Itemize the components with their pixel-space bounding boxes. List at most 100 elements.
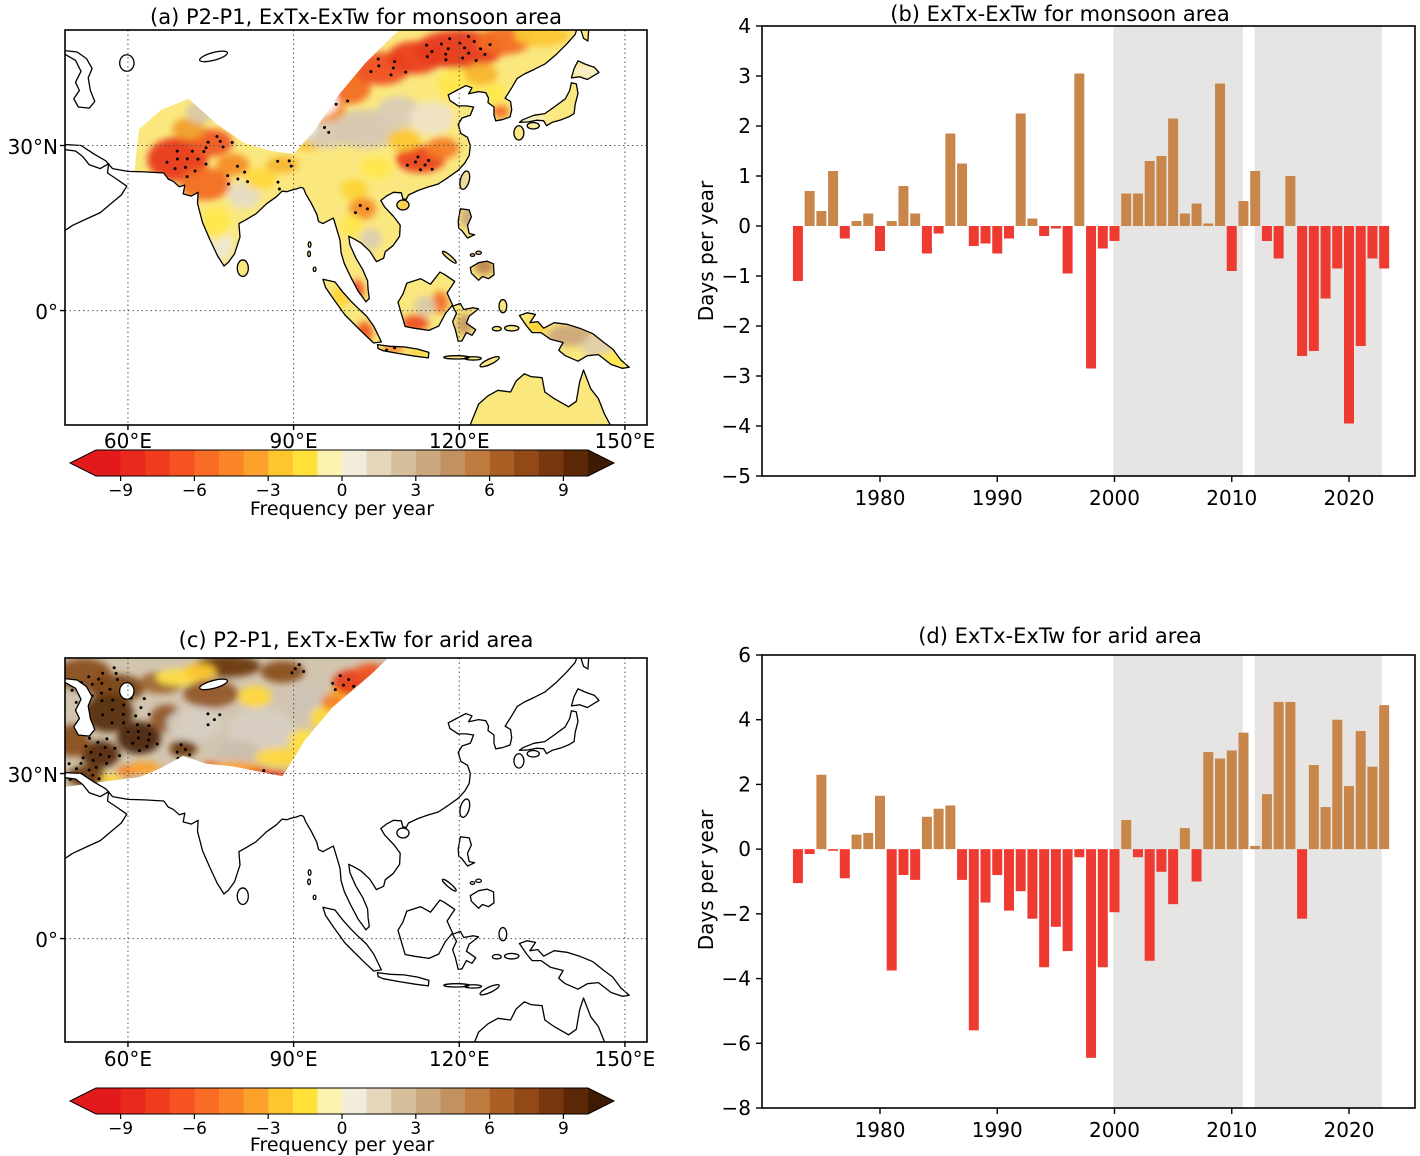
bar-1979 [863,832,874,850]
colorbar-segment [219,1088,245,1114]
colorbar-segment [514,450,540,476]
bar-1977 [839,849,850,879]
bar-2020 [1344,226,1354,424]
colorbar-right-arrow [588,450,614,476]
bar-1989 [980,849,991,903]
stipple-dots [165,34,492,352]
map-monsoon [60,29,648,430]
bar-1996 [1062,226,1073,274]
colorbar-segment [292,1088,318,1114]
bar-2013 [1261,794,1272,850]
colorbar-tick-label: 0 [337,481,348,501]
colorbar-segment [563,450,589,476]
bar-2011 [1238,201,1249,226]
colorbar-segment [292,450,318,476]
colorbar-tick-label: 3 [410,481,421,501]
colorbar-segment [96,1088,122,1114]
bar-2019 [1332,226,1343,269]
bar-2003 [1144,161,1155,226]
bar-1973 [792,226,803,281]
bar-1985 [933,226,944,234]
bar-2014 [1273,701,1284,850]
heat-blob [216,740,261,763]
y-tick-label: 0 [738,214,751,238]
colorbar-segment [219,450,245,476]
colorbar-tick-label: 9 [558,481,569,501]
y-tick-label: −8 [722,1096,751,1120]
colorbar-segment [342,450,368,476]
y-tick-label: −2 [722,902,751,926]
bar-1983 [910,213,921,226]
bar-2003 [1144,849,1155,961]
bar-2009 [1215,758,1226,850]
colorbar-segment [194,450,220,476]
bar-1974 [804,849,815,854]
map-x-tick-label: 150°E [594,1047,656,1071]
bar-2004 [1156,156,1167,226]
bar-1974 [804,191,815,226]
heat-blob [340,178,369,201]
bar-2010 [1226,226,1237,271]
y-tick-label: 2 [738,114,751,138]
bar-1998 [1086,849,1097,1058]
bar-1989 [980,226,991,244]
bar-2011 [1238,732,1249,850]
bar-2007 [1191,849,1202,882]
colorbar-monsoon: −9 −6 −3 0 3 6 9 [68,449,616,501]
colorbar-segment [145,1088,171,1114]
bar-2012 [1250,845,1261,850]
colorbar-tick-label: 9 [558,1119,569,1139]
tick-marks [60,772,626,1047]
bar-chart-monsoon: −5 −4 −3 −2 −1 0 1 2 3 4 1980 1990 2000 2010 2020 [722,14,1416,510]
colorbar-arid: −9 −6 −3 0 3 6 9 [68,1087,616,1139]
colorbar-tick-label: 6 [484,1119,495,1139]
coastlines [65,30,630,425]
heat-blob [514,30,570,47]
bar-1978 [851,834,862,850]
colorbar-segment [169,450,195,476]
x-tick-label: 1990 [972,486,1023,510]
bar-1980 [875,795,885,850]
bar-2001 [1121,820,1132,850]
bar-2014 [1273,226,1284,259]
bar-1973 [792,849,803,884]
bar-1984 [921,226,932,254]
heat-blob [340,214,363,237]
bar-2013 [1261,226,1272,241]
colorbar-segment [243,1088,269,1114]
colorbar-segment [120,450,146,476]
heat-blob [180,167,231,201]
heat-blob [194,658,261,678]
colorbar-segment [243,450,269,476]
bar-1992 [1015,849,1026,892]
map-x-tick-label: 60°E [103,429,152,453]
map-x-tick-label: 90°E [269,1047,318,1071]
heat-blob [127,761,162,775]
colorbar-segment [440,1088,466,1114]
bar-1984 [921,816,932,850]
bar-2016 [1297,849,1308,919]
tick-marks [60,144,626,430]
bar-1978 [851,221,862,226]
map-c-x-tick-labels: 60°E 90°E 120°E 150°E [65,1047,655,1071]
colorbar-segment [440,450,466,476]
colorbar-left-arrow [70,450,96,476]
bar-2015 [1285,176,1296,226]
bar-1985 [933,808,944,850]
bar-2023 [1379,226,1390,269]
bar-2000 [1109,849,1120,913]
bar-2018 [1320,807,1331,850]
y-tick-label: −4 [722,967,751,991]
heat-blob [376,96,421,130]
heat-blob [492,104,509,119]
gridlines [65,658,647,1042]
colorbar-tick-label: 0 [337,1119,348,1139]
colorbar-segment [391,450,417,476]
bar-2009 [1215,83,1226,226]
y-tick-label: −6 [722,1031,751,1055]
bar-1997 [1074,73,1085,226]
y-tick-label: 2 [738,772,751,796]
y-tick-label: −1 [722,264,751,288]
bar-2006 [1179,213,1190,226]
